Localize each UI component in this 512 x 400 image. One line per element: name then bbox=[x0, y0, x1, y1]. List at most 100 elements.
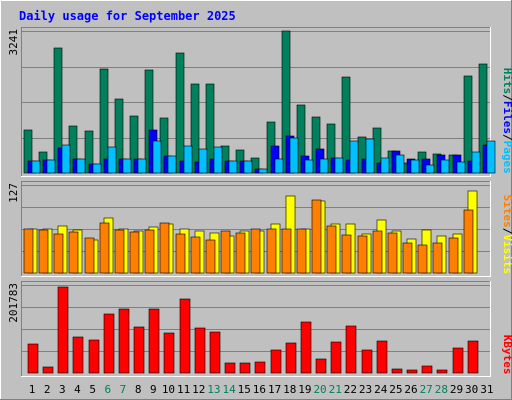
legend-visits: Visits bbox=[501, 234, 512, 274]
x-tick-label-day-6: 6 bbox=[104, 383, 111, 396]
bar-kbytes-day-11 bbox=[179, 298, 191, 374]
panel-visits-sites: 127 Sites/Visits bbox=[7, 181, 512, 277]
x-tick-label-day-1: 1 bbox=[29, 383, 36, 396]
bar-pages-day-3 bbox=[61, 144, 71, 174]
panel-kbytes: 201783 KBytes bbox=[7, 281, 512, 377]
bar-pages-day-9 bbox=[152, 140, 162, 174]
bar-pages-day-30 bbox=[471, 151, 481, 174]
y-axis-max-label: 3241 bbox=[7, 29, 20, 56]
bar-sites-day-29 bbox=[448, 237, 459, 274]
bar-pages-day-8 bbox=[137, 158, 147, 174]
bar-kbytes-day-30 bbox=[467, 340, 479, 374]
bar-kbytes-day-15 bbox=[239, 362, 251, 374]
bar-kbytes-day-27 bbox=[421, 365, 433, 374]
x-tick-label-day-9: 9 bbox=[150, 383, 157, 396]
bar-pages-day-24 bbox=[380, 157, 390, 174]
x-tick-label-day-18: 18 bbox=[283, 383, 296, 396]
legend-hits-files-pages: Hits/Files/Pages bbox=[501, 68, 512, 174]
legend-visits-sites: Sites/Visits bbox=[501, 195, 512, 275]
bar-kbytes-day-5 bbox=[88, 339, 100, 374]
x-tick-label-day-2: 2 bbox=[44, 383, 51, 396]
bar-sites-day-2 bbox=[38, 229, 49, 274]
bar-kbytes-day-10 bbox=[163, 332, 175, 374]
bar-pages-day-17 bbox=[274, 158, 284, 174]
x-tick-label-day-28: 28 bbox=[435, 383, 448, 396]
series-kbytes bbox=[27, 286, 479, 374]
bar-sites-day-6 bbox=[99, 222, 110, 274]
x-tick-label-day-25: 25 bbox=[389, 383, 402, 396]
x-tick-label-day-7: 7 bbox=[120, 383, 127, 396]
bar-kbytes-day-29 bbox=[452, 347, 464, 374]
bar-pages-day-27 bbox=[425, 164, 435, 174]
x-tick-label-day-27: 27 bbox=[420, 383, 433, 396]
bar-pages-day-2 bbox=[46, 159, 56, 174]
bar-pages-day-22 bbox=[349, 140, 359, 174]
bar-sites-day-22 bbox=[341, 234, 352, 274]
series-sites bbox=[23, 199, 474, 274]
legend-kbytes: KBytes bbox=[501, 335, 512, 375]
bar-pages-day-21 bbox=[334, 157, 344, 174]
bar-hits-day-6 bbox=[99, 68, 109, 174]
bar-kbytes-day-7 bbox=[118, 308, 130, 374]
bar-sites-day-3 bbox=[53, 233, 64, 274]
x-tick-label-day-12: 12 bbox=[192, 383, 205, 396]
y-axis-max-label: 127 bbox=[7, 183, 20, 203]
x-tick-label-day-31: 31 bbox=[480, 383, 493, 396]
bar-sites-day-12 bbox=[190, 236, 201, 274]
bar-pages-day-26 bbox=[410, 159, 420, 174]
x-tick-label-day-11: 11 bbox=[177, 383, 190, 396]
panels-layer: 3241 Hits/Files/Pages 127 Sites/Visits 20178… bbox=[7, 27, 512, 377]
legend-separator: / bbox=[501, 228, 512, 235]
x-tick-label-day-26: 26 bbox=[404, 383, 417, 396]
bar-kbytes-day-6 bbox=[103, 313, 115, 374]
bar-sites-day-4 bbox=[68, 231, 79, 274]
bar-kbytes-day-24 bbox=[376, 340, 388, 374]
bar-kbytes-day-3 bbox=[57, 286, 69, 374]
x-tick-label-day-24: 24 bbox=[374, 383, 388, 396]
chart-title: Daily usage for September 2025 bbox=[19, 9, 236, 23]
bar-sites-day-21 bbox=[326, 225, 337, 274]
x-tick-label-day-15: 15 bbox=[238, 383, 251, 396]
bar-kbytes-day-17 bbox=[270, 349, 282, 374]
bar-sites-day-18 bbox=[281, 228, 292, 274]
bar-kbytes-day-9 bbox=[148, 308, 160, 374]
x-tick-label-day-30: 30 bbox=[465, 383, 478, 396]
bar-sites-day-23 bbox=[357, 235, 368, 274]
bar-kbytes-day-26 bbox=[406, 369, 418, 374]
x-tick-label-day-29: 29 bbox=[450, 383, 463, 396]
bar-kbytes-day-19 bbox=[300, 321, 312, 374]
x-tick-label-day-13: 13 bbox=[207, 383, 220, 396]
bar-pages-day-16 bbox=[258, 168, 268, 174]
bar-pages-day-10 bbox=[167, 155, 177, 174]
bar-kbytes-day-23 bbox=[361, 349, 373, 374]
bar-sites-day-26 bbox=[402, 242, 413, 274]
legend-separator: / bbox=[501, 134, 512, 141]
bar-sites-day-7 bbox=[114, 229, 125, 274]
bar-sites-day-28 bbox=[432, 242, 443, 274]
bar-pages-day-14 bbox=[228, 160, 238, 174]
bar-pages-day-1 bbox=[31, 160, 41, 174]
x-axis-labels: 1 2 3 4 5 6 7 8 9 10 11 12 13 14 15 16 17 18 19 20 21 22 23 24 2… bbox=[29, 383, 494, 396]
legend-pages: Pages bbox=[501, 141, 512, 174]
x-tick-label-day-16: 16 bbox=[253, 383, 266, 396]
bar-pages-day-15 bbox=[243, 160, 253, 174]
x-tick-label-day-17: 17 bbox=[268, 383, 281, 396]
bar-sites-day-25 bbox=[387, 232, 398, 274]
bar-pages-day-12 bbox=[198, 148, 208, 174]
x-tick-label-day-3: 3 bbox=[59, 383, 66, 396]
bar-pages-day-18 bbox=[289, 137, 299, 174]
bar-pages-day-29 bbox=[456, 161, 466, 174]
x-tick-label-day-8: 8 bbox=[135, 383, 142, 396]
bar-hits-day-30 bbox=[463, 75, 473, 174]
bar-kbytes-day-25 bbox=[391, 368, 403, 374]
x-tick-label-day-14: 14 bbox=[222, 383, 236, 396]
y-axis-max-label: 201783 bbox=[7, 283, 20, 323]
bar-kbytes-day-16 bbox=[254, 361, 266, 374]
bar-sites-day-8 bbox=[129, 231, 140, 274]
x-tick-label-day-19: 19 bbox=[298, 383, 311, 396]
bar-kbytes-day-14 bbox=[224, 362, 236, 374]
bar-pages-day-20 bbox=[319, 158, 329, 174]
bar-kbytes-day-1 bbox=[27, 343, 39, 374]
series-pages bbox=[31, 137, 496, 174]
bar-pages-day-11 bbox=[183, 145, 193, 174]
